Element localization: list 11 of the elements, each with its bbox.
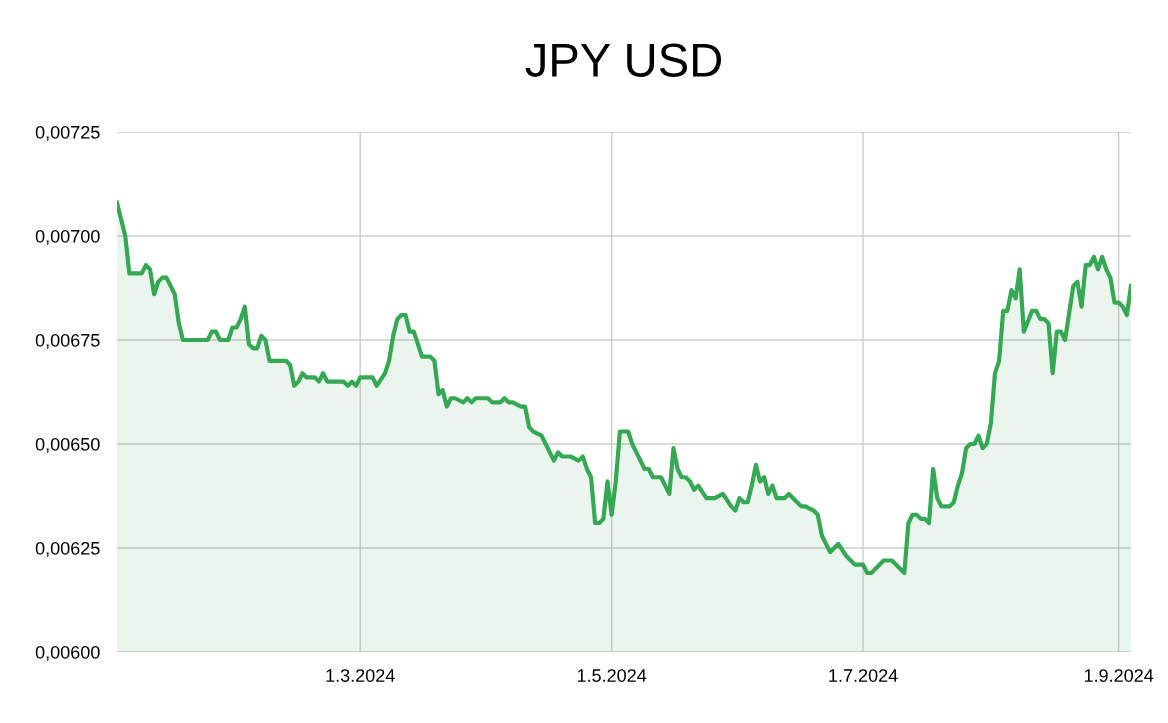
- chart-title: JPY USD: [525, 43, 722, 77]
- y-tick-label: 0,00650: [35, 437, 100, 453]
- x-tick-label: 1.7.2024: [829, 669, 898, 682]
- x-tick-label: 1.5.2024: [577, 669, 647, 682]
- y-tick-label: 0,00700: [35, 229, 100, 245]
- y-tick-label: 0,00675: [35, 333, 100, 349]
- x-tick-label: 1.3.2024: [326, 669, 395, 682]
- x-tick-label: 1.9.2024: [1084, 669, 1154, 682]
- y-tick-label: 0,00625: [35, 541, 100, 557]
- y-tick-label: 0,00600: [35, 645, 100, 661]
- y-tick-label: 0,00725: [35, 125, 100, 141]
